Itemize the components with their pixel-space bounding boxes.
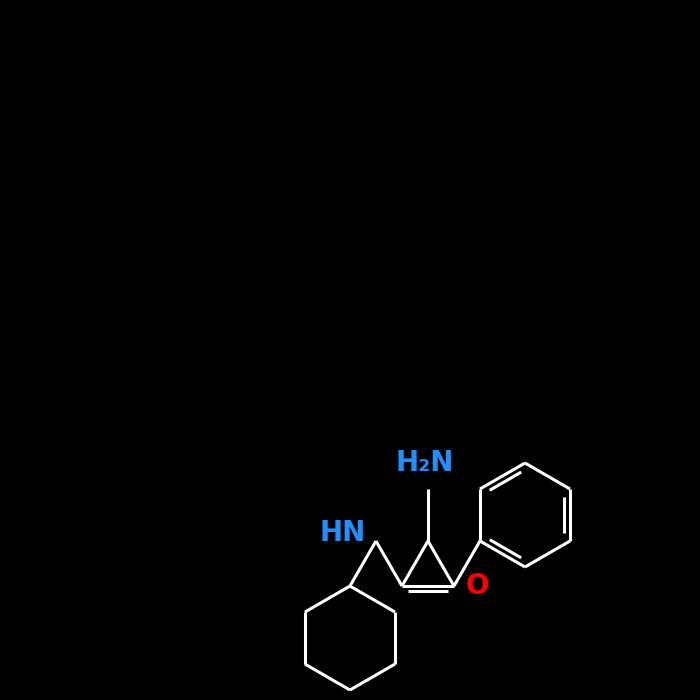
- Text: O: O: [466, 572, 489, 600]
- Text: H₂N: H₂N: [395, 449, 454, 477]
- Text: HN: HN: [320, 519, 366, 547]
